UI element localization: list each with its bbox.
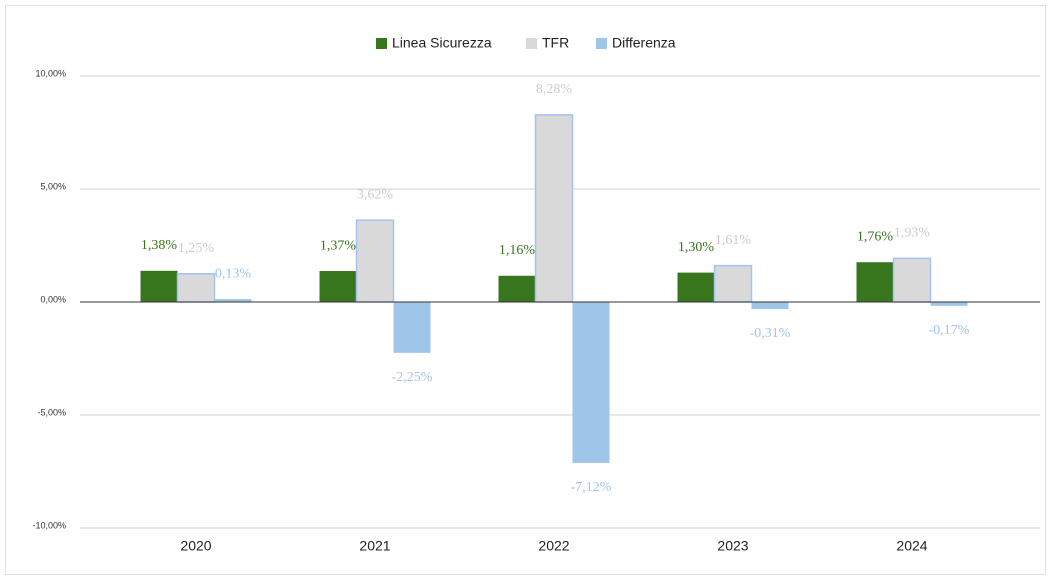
value-label: -0,17% (929, 323, 970, 338)
y-tick-label: 5,00% (40, 181, 66, 191)
bar (677, 272, 715, 302)
x-tick-label: 2022 (538, 538, 569, 554)
x-tick-label: 2024 (896, 538, 927, 554)
x-tick-label: 2021 (359, 538, 390, 554)
legend-label: Differenza (612, 35, 676, 51)
value-label: 1,37% (320, 238, 357, 253)
y-tick-label: -10,00% (32, 520, 66, 530)
value-label: 1,76% (857, 229, 894, 244)
bar (319, 271, 357, 302)
bar (393, 302, 431, 353)
bar (572, 302, 610, 463)
legend-label: Linea Sicurezza (392, 35, 492, 51)
x-tick-label: 2023 (717, 538, 748, 554)
bar (751, 302, 789, 310)
value-label: 1,38% (141, 238, 178, 253)
bar (856, 262, 894, 302)
bar (534, 114, 574, 303)
value-label: 1,16% (499, 243, 536, 258)
bar (892, 257, 932, 303)
value-label: 1,30% (678, 240, 715, 255)
bar (930, 302, 968, 306)
legend-swatch (596, 38, 607, 49)
value-label: -7,12% (571, 480, 612, 495)
y-tick-label: -5,00% (37, 407, 66, 417)
x-tick-label: 2020 (180, 538, 211, 554)
bar (713, 264, 753, 303)
bar (498, 275, 536, 302)
bar (355, 219, 395, 303)
legend-swatch (376, 38, 387, 49)
value-label: 8,28% (536, 82, 573, 97)
bar (140, 270, 178, 302)
value-label: 1,25% (178, 241, 215, 256)
value-label: 0,13% (215, 266, 252, 281)
value-label: -2,25% (392, 370, 433, 385)
value-label: 1,93% (894, 226, 931, 241)
value-label: 3,62% (357, 187, 394, 202)
legend-label: TFR (542, 35, 569, 51)
value-label: 1,61% (715, 233, 752, 248)
bar (214, 299, 252, 302)
y-tick-label: 0,00% (40, 294, 66, 304)
value-label: -0,31% (750, 326, 791, 341)
y-tick-label: 10,00% (35, 68, 66, 78)
legend-swatch (526, 38, 537, 49)
bar (176, 273, 216, 303)
